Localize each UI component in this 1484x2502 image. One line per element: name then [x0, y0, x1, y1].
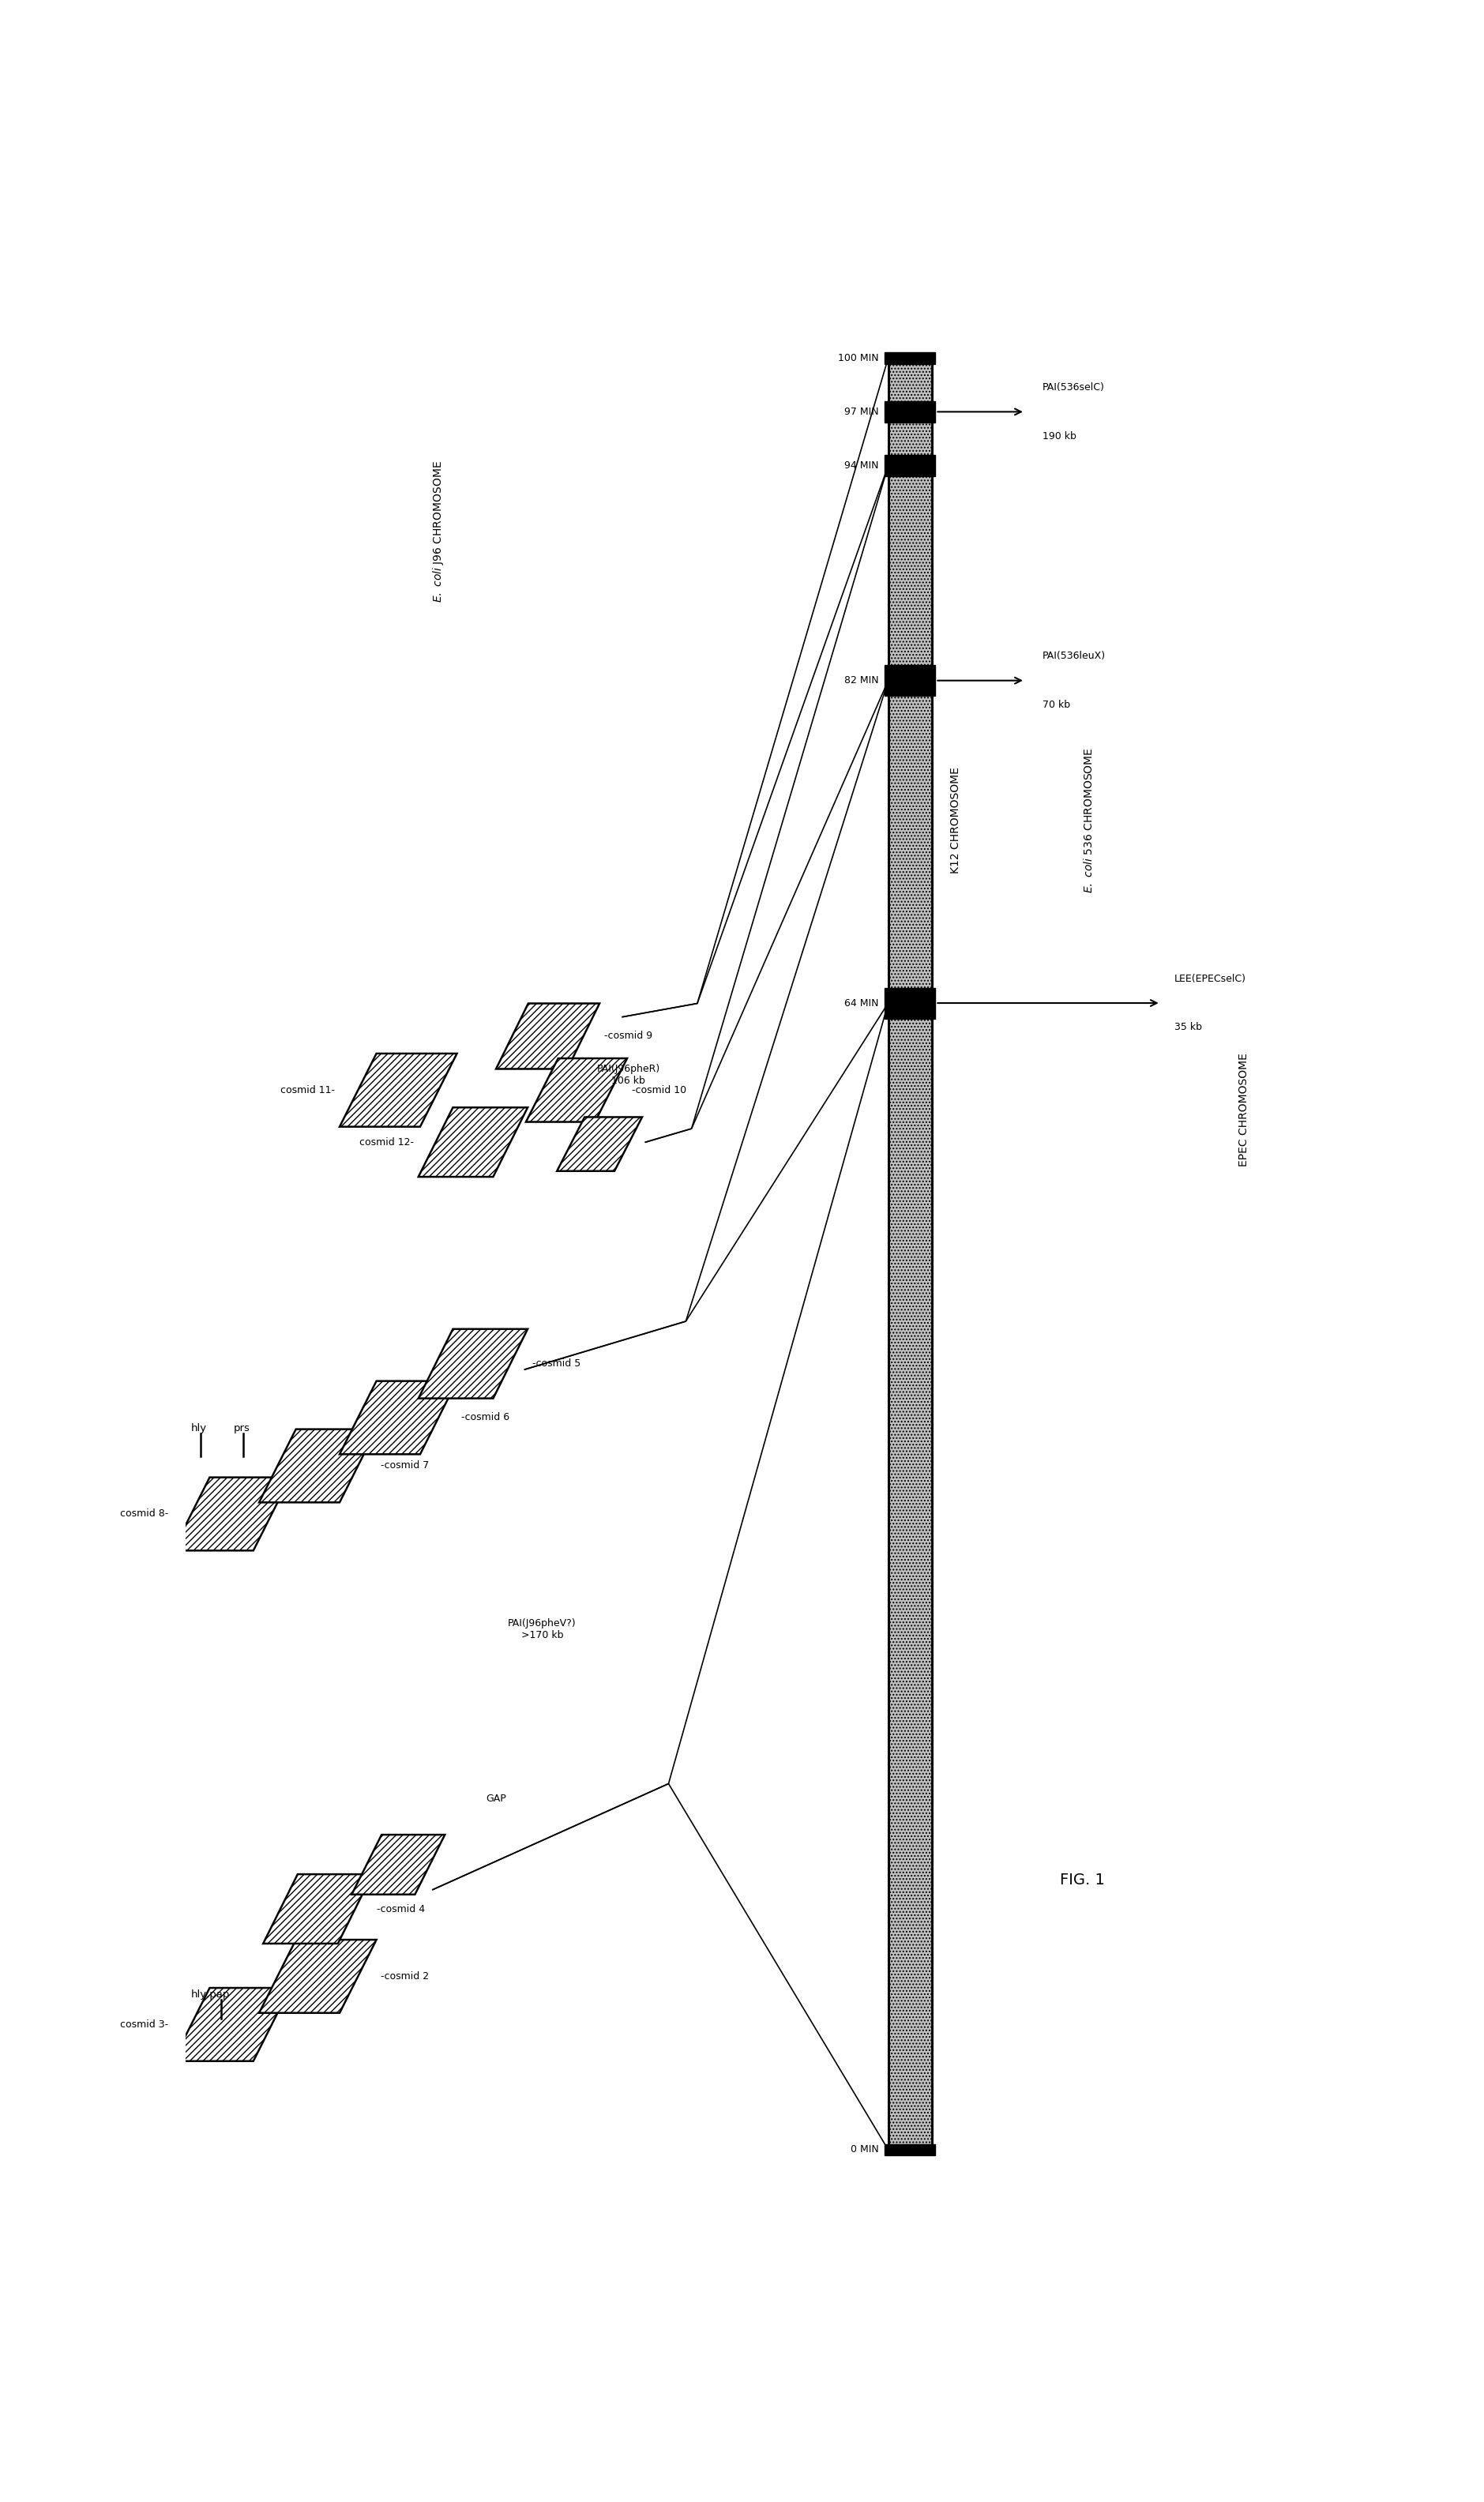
- Text: -cosmid 2: -cosmid 2: [381, 1972, 429, 1982]
- Bar: [884, 666, 935, 696]
- Bar: [884, 455, 935, 475]
- Bar: [889, 358, 932, 2149]
- Text: -cosmid 5: -cosmid 5: [533, 1359, 580, 1369]
- Text: 70 kb: 70 kb: [1042, 701, 1070, 711]
- Text: 64 MIN: 64 MIN: [844, 998, 879, 1008]
- Polygon shape: [418, 1329, 528, 1399]
- Text: 0 MIN: 0 MIN: [850, 2144, 879, 2154]
- Bar: [884, 353, 935, 363]
- Text: 100 MIN: 100 MIN: [838, 353, 879, 363]
- Text: cosmid 8-: cosmid 8-: [120, 1509, 168, 1519]
- Text: $\it{E.\ coli}$ J96 CHROMOSOME: $\it{E.\ coli}$ J96 CHROMOSOME: [432, 460, 445, 603]
- Text: PAI(J96pheR)
106 kb: PAI(J96pheR) 106 kb: [597, 1063, 660, 1086]
- Polygon shape: [172, 1476, 291, 1551]
- Text: 94 MIN: 94 MIN: [844, 460, 879, 470]
- Text: -cosmid 6: -cosmid 6: [462, 1414, 510, 1424]
- Text: prs: prs: [234, 1424, 251, 1434]
- Polygon shape: [260, 1939, 377, 2014]
- Polygon shape: [172, 1989, 291, 2062]
- Text: cosmid 3-: cosmid 3-: [120, 2019, 168, 2029]
- Text: 35 kb: 35 kb: [1175, 1023, 1202, 1033]
- Text: PAI(536selC): PAI(536selC): [1042, 383, 1104, 393]
- Text: cosmid 11-: cosmid 11-: [280, 1086, 335, 1096]
- Text: -cosmid 4: -cosmid 4: [377, 1904, 426, 1914]
- Text: PAI(536leuX): PAI(536leuX): [1042, 651, 1106, 661]
- Text: -cosmid 7: -cosmid 7: [381, 1461, 429, 1471]
- Bar: [884, 988, 935, 1018]
- Bar: [884, 400, 935, 423]
- Polygon shape: [263, 1874, 372, 1944]
- Text: PAI(J96pheV?)
>170 kb: PAI(J96pheV?) >170 kb: [508, 1619, 576, 1641]
- Polygon shape: [352, 1834, 445, 1894]
- Text: 190 kb: 190 kb: [1042, 430, 1076, 440]
- Polygon shape: [260, 1429, 377, 1501]
- Polygon shape: [496, 1003, 600, 1068]
- Polygon shape: [556, 1116, 643, 1171]
- Text: EPEC CHROMOSOME: EPEC CHROMOSOME: [1238, 1053, 1250, 1166]
- Text: 97 MIN: 97 MIN: [844, 408, 879, 418]
- Polygon shape: [525, 1058, 628, 1121]
- Text: K12 CHROMOSOME: K12 CHROMOSOME: [950, 768, 962, 873]
- Bar: [884, 2144, 935, 2157]
- Text: -cosmid 9: -cosmid 9: [604, 1031, 653, 1041]
- Text: GAP: GAP: [485, 1794, 506, 1804]
- Text: hly: hly: [191, 1424, 208, 1434]
- Polygon shape: [418, 1108, 528, 1176]
- Text: FIG. 1: FIG. 1: [1060, 1871, 1106, 1887]
- Text: -cosmid 10: -cosmid 10: [632, 1086, 686, 1096]
- Text: 82 MIN: 82 MIN: [844, 676, 879, 686]
- Polygon shape: [340, 1381, 457, 1454]
- Text: LEE(EPECselC): LEE(EPECselC): [1175, 973, 1247, 983]
- Polygon shape: [340, 1053, 457, 1126]
- Text: cosmid 12-: cosmid 12-: [359, 1136, 414, 1148]
- Text: $\it{E.\ coli}$ 536 CHROMOSOME: $\it{E.\ coli}$ 536 CHROMOSOME: [1082, 748, 1094, 893]
- Text: hly,pap: hly,pap: [191, 1989, 230, 1999]
